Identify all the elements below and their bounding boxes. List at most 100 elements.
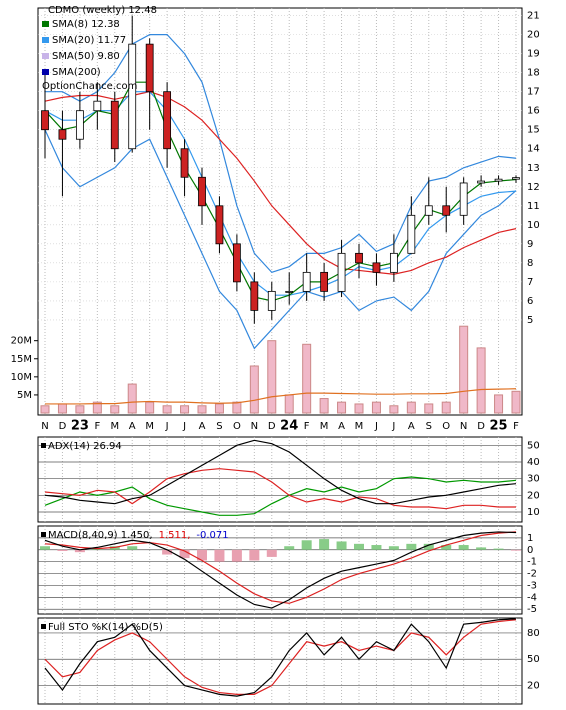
- histogram-bar: [249, 549, 260, 561]
- x-tick-label: A: [338, 421, 345, 432]
- candle-body: [93, 100, 102, 112]
- y-tick-label: 15: [527, 125, 540, 136]
- candle-body: [250, 281, 259, 311]
- legend-swatch: [42, 53, 49, 59]
- volume-bar: [441, 401, 451, 414]
- x-tick-label: 23: [71, 419, 89, 434]
- x-tick-label: 25: [490, 419, 508, 434]
- histogram-bar: [197, 549, 207, 561]
- volume-bar: [371, 401, 381, 414]
- volume-bar: [214, 403, 224, 414]
- legend-swatch: [42, 37, 49, 43]
- y-tick-label: 40: [527, 457, 540, 468]
- y-tick-label: 9: [527, 239, 533, 250]
- y-tick-label: 5: [527, 315, 533, 326]
- x-tick-label: 24: [280, 419, 298, 434]
- volume-bar: [424, 403, 434, 414]
- x-tick-label: F: [304, 421, 310, 432]
- indicator-line: [44, 618, 517, 697]
- candle-body: [58, 129, 67, 140]
- indicator-line: [44, 81, 517, 302]
- y-tick-label: 80: [527, 628, 540, 639]
- panel-frame: [37, 525, 523, 615]
- candle-body: [285, 290, 294, 293]
- candle-body: [494, 178, 503, 182]
- candle-body: [215, 205, 224, 245]
- x-tick-label: M: [110, 421, 119, 432]
- y2-tick-label: 20M: [11, 336, 32, 347]
- panel-legend: Full STO %K(14) %D(5): [48, 622, 163, 633]
- candle-body: [110, 100, 119, 150]
- candle-body: [337, 252, 346, 292]
- volume-bar: [476, 347, 486, 414]
- volume-bar: [267, 340, 277, 414]
- volume-bar: [197, 405, 207, 414]
- panel-legend: ADX(14) 26.94: [48, 441, 122, 452]
- legend-part: MACD(8,40,9) 1.450,: [48, 530, 153, 541]
- volume-bar: [162, 405, 172, 414]
- candle-body: [459, 182, 468, 216]
- histogram-bar: [127, 546, 138, 550]
- candle-body: [145, 43, 154, 93]
- y-tick-label: 19: [527, 49, 540, 60]
- y-tick-label: 30: [527, 474, 540, 485]
- histogram-bar: [371, 545, 382, 550]
- x-tick-label: O: [233, 421, 241, 432]
- x-tick-label: O: [442, 421, 450, 432]
- histogram-bar: [511, 549, 521, 551]
- y-tick-label: -5: [527, 604, 537, 615]
- y-tick-label: 17: [527, 87, 540, 98]
- candle-body: [477, 180, 486, 184]
- volume-bar: [354, 403, 364, 414]
- y-tick-label: 50: [527, 654, 540, 665]
- x-tick-label: J: [374, 421, 378, 432]
- histogram-bar: [406, 543, 417, 550]
- candle-body: [407, 214, 416, 254]
- y-tick-label: 13: [527, 163, 540, 174]
- histogram-bar: [336, 541, 347, 550]
- candle-body: [320, 271, 329, 292]
- x-tick-label: N: [460, 421, 467, 432]
- histogram-bar: [441, 545, 452, 550]
- candle-body: [355, 252, 363, 264]
- volume-bar: [406, 401, 416, 414]
- histogram-bar: [388, 546, 399, 550]
- x-tick-label: S: [216, 421, 222, 432]
- histogram-bar: [266, 549, 277, 557]
- y-tick-label: 16: [527, 106, 540, 117]
- y-tick-label: 12: [527, 182, 540, 193]
- x-tick-label: D: [59, 421, 67, 432]
- histogram-bar: [354, 543, 364, 550]
- indicator-line: [44, 476, 517, 516]
- candle-body: [163, 91, 172, 150]
- volume-bar: [319, 398, 329, 414]
- y-tick-label: -1: [527, 557, 537, 568]
- indicator-line: [44, 531, 517, 604]
- legend-swatch: [41, 532, 46, 537]
- histogram-bar: [40, 546, 50, 550]
- indicator-line: [44, 129, 517, 350]
- volume-ma-line: [45, 388, 517, 405]
- legend-label: SMA(20) 11.77: [52, 35, 126, 46]
- legend-swatch: [42, 21, 49, 27]
- candle-body: [180, 148, 189, 178]
- y-tick-label: 7: [527, 277, 533, 288]
- histogram-bar: [423, 543, 434, 550]
- y2-tick-label: 5M: [17, 390, 32, 401]
- panel-frame: [37, 7, 523, 416]
- x-tick-label: D: [477, 421, 485, 432]
- volume-bar: [92, 401, 102, 414]
- volume-bar: [284, 394, 294, 414]
- y-tick-label: 10: [527, 220, 540, 231]
- volume-bar: [302, 343, 312, 414]
- legend-label: SMA(8) 12.38: [52, 19, 120, 30]
- volume-bar: [57, 403, 67, 414]
- x-tick-label: F: [94, 421, 100, 432]
- histogram-bar: [231, 549, 242, 562]
- y2-tick-label: 10M: [11, 372, 32, 383]
- legend-swatch: [42, 69, 49, 75]
- y2-tick-label: 15M: [11, 354, 32, 365]
- x-tick-label: S: [426, 421, 432, 432]
- volume-bar: [232, 401, 242, 414]
